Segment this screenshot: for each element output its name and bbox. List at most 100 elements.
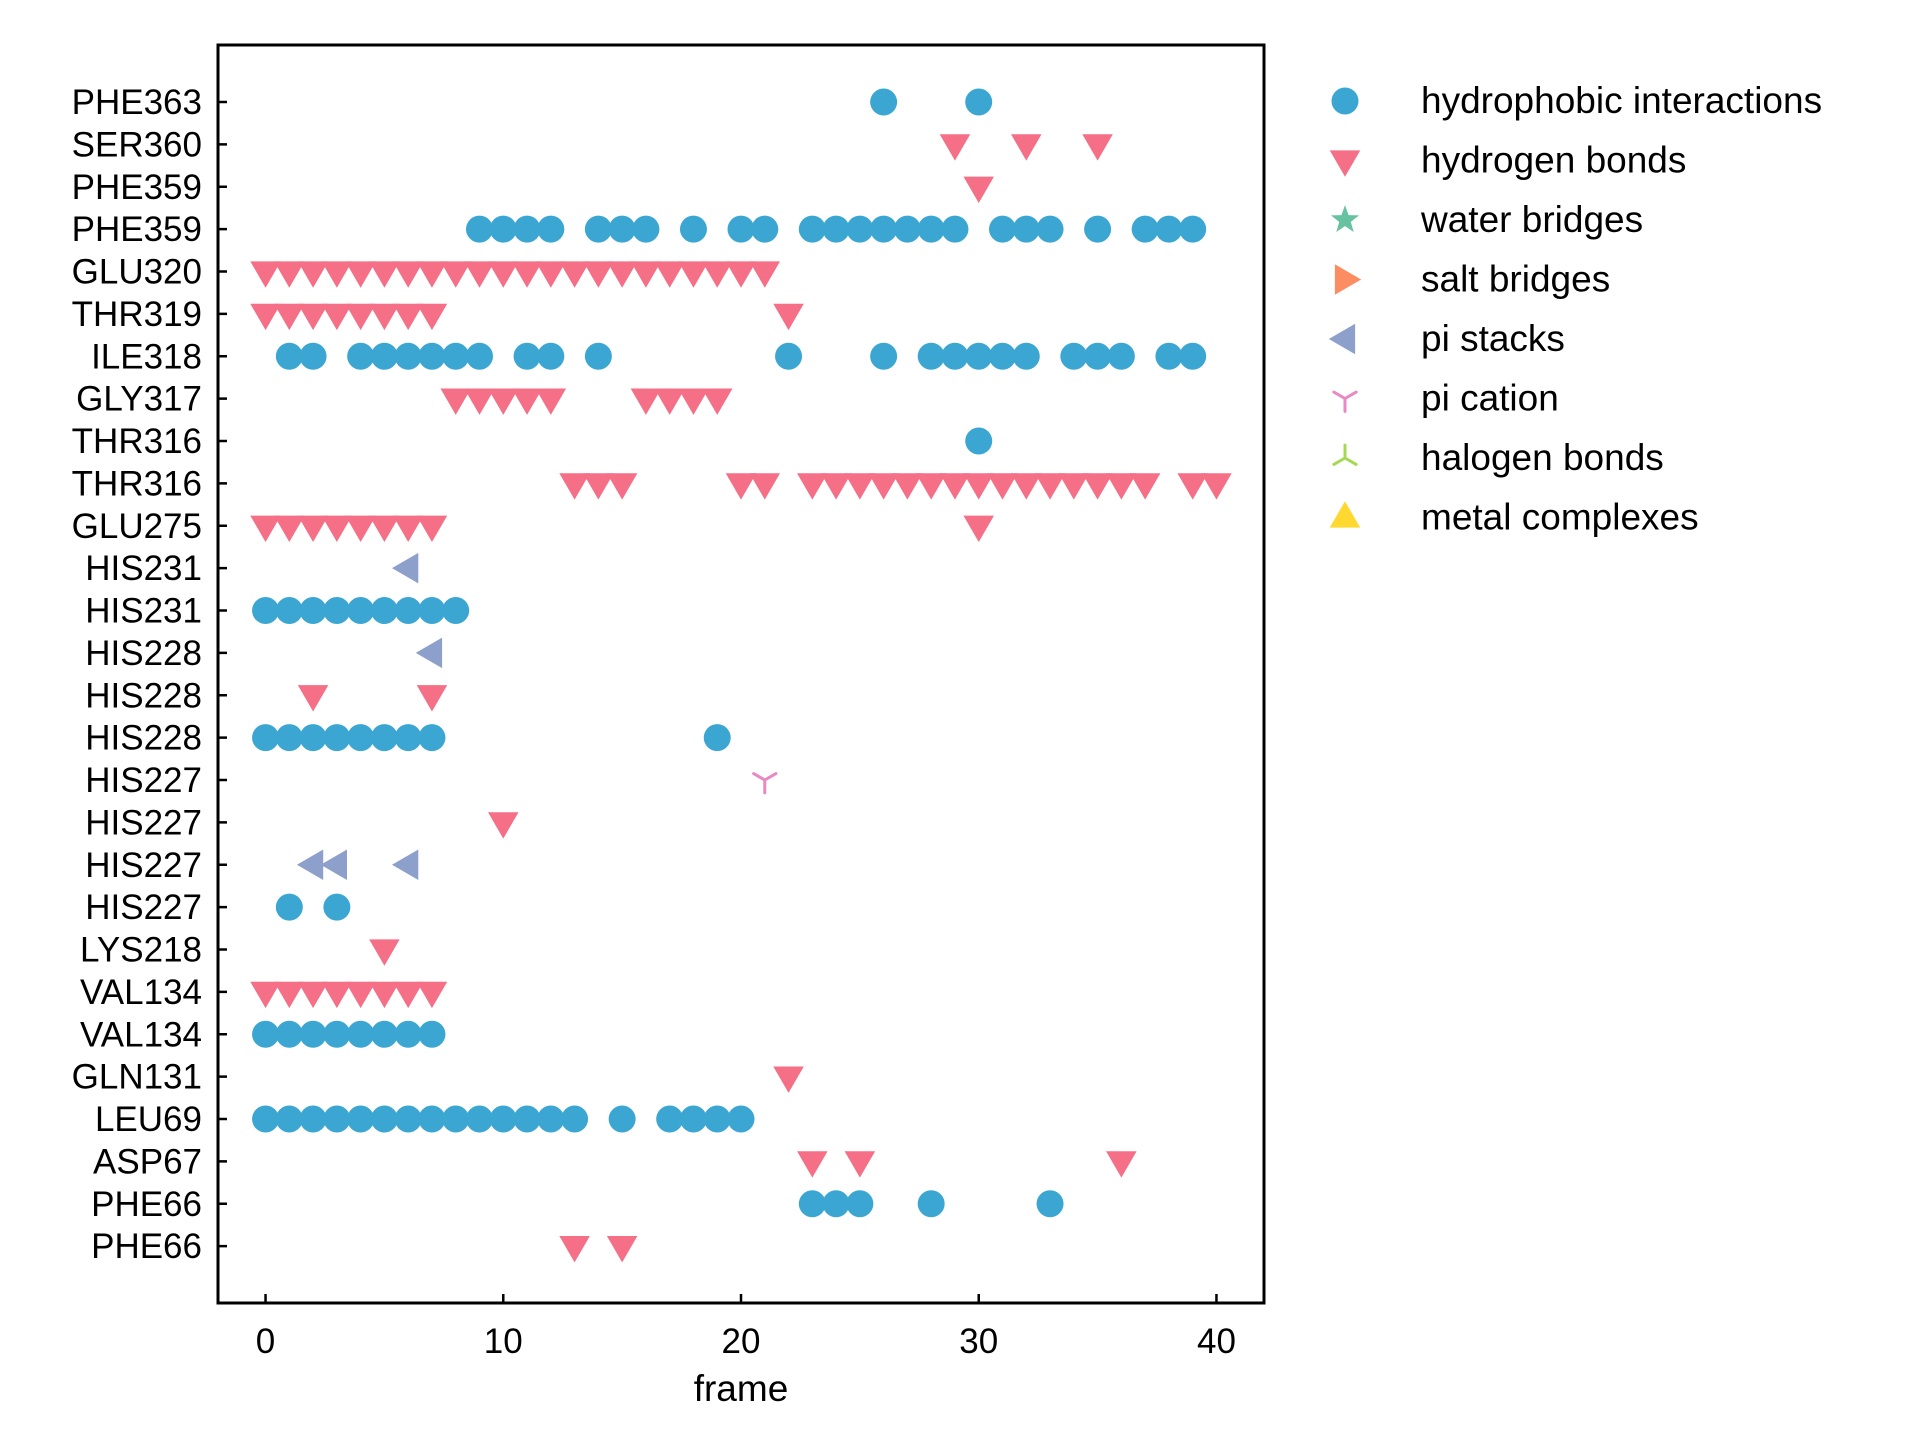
point-hydrophobic-interactions xyxy=(703,724,731,752)
point-hydrophobic-interactions xyxy=(584,215,612,243)
y-tick-label: LYS218 xyxy=(80,931,202,970)
point-hydrophobic-interactions xyxy=(917,1190,945,1218)
point-hydrogen-bonds xyxy=(1011,473,1042,500)
point-hydrogen-bonds xyxy=(701,261,733,288)
legend-marker-water-bridges xyxy=(1330,205,1360,233)
point-hydrophobic-interactions xyxy=(275,724,303,752)
point-hydrogen-bonds xyxy=(654,388,685,415)
point-hydrogen-bonds xyxy=(297,515,329,542)
point-hydrophobic-interactions xyxy=(370,724,398,752)
point-hydrophobic-interactions xyxy=(989,215,1016,243)
y-tick-label: HIS227 xyxy=(85,888,202,927)
point-hydrophobic-interactions xyxy=(893,215,921,243)
x-tick-label: 10 xyxy=(484,1322,523,1361)
point-hydrophobic-interactions xyxy=(442,1105,470,1133)
legend-marker-pi-stacks xyxy=(1328,323,1356,355)
point-hydrogen-bonds xyxy=(963,515,994,542)
point-hydrogen-bonds xyxy=(844,1151,876,1178)
point-hydrophobic-interactions xyxy=(489,1105,517,1133)
x-tick-label: 40 xyxy=(1197,1322,1236,1361)
point-hydrogen-bonds xyxy=(749,261,781,288)
point-hydrogen-bonds xyxy=(416,303,448,331)
y-tick-label: GLN131 xyxy=(72,1058,202,1097)
point-hydrogen-bonds xyxy=(464,261,495,288)
point-hydrogen-bonds xyxy=(416,515,448,542)
point-hydrogen-bonds xyxy=(630,261,662,288)
plot-frame xyxy=(216,43,1266,1305)
point-pi-stacks xyxy=(391,849,419,881)
point-hydrophobic-interactions xyxy=(513,342,541,370)
point-hydrophobic-interactions xyxy=(418,724,446,752)
x-tick-label: 30 xyxy=(959,1322,998,1361)
point-hydrogen-bonds xyxy=(987,473,1018,500)
point-hydrogen-bonds xyxy=(274,303,305,331)
y-tick-label: HIS228 xyxy=(85,634,202,673)
point-hydrogen-bonds xyxy=(250,515,281,542)
y-tick-label: LEU69 xyxy=(95,1100,202,1139)
point-hydrophobic-interactions xyxy=(466,215,493,243)
y-tick-label: HIS231 xyxy=(85,592,202,631)
point-hydrophobic-interactions xyxy=(275,893,303,921)
point-hydrogen-bonds xyxy=(773,1066,804,1093)
point-hydrogen-bonds xyxy=(963,473,994,500)
data-marks xyxy=(250,88,1232,1263)
point-hydrophobic-interactions xyxy=(323,1020,351,1048)
point-hydrogen-bonds xyxy=(868,473,899,500)
point-hydrophobic-interactions xyxy=(941,215,969,243)
point-hydrogen-bonds xyxy=(1034,473,1066,500)
point-hydrogen-bonds xyxy=(1106,1151,1137,1178)
point-hydrogen-bonds xyxy=(321,981,353,1009)
point-hydrogen-bonds xyxy=(369,261,400,288)
point-hydrophobic-interactions xyxy=(679,215,707,243)
point-pi-stacks xyxy=(320,849,347,881)
point-hydrophobic-interactions xyxy=(537,215,565,243)
point-hydrophobic-interactions xyxy=(1179,342,1207,370)
point-hydrogen-bonds xyxy=(345,303,376,331)
point-hydrogen-bonds xyxy=(392,303,424,331)
point-hydrogen-bonds xyxy=(250,303,281,331)
legend-marker-hydrophobic-interactions xyxy=(1331,87,1359,115)
point-hydrophobic-interactions xyxy=(917,342,945,370)
point-hydrophobic-interactions xyxy=(1084,342,1112,370)
y-tick-label: HIS231 xyxy=(85,549,202,588)
point-hydrogen-bonds xyxy=(606,473,638,500)
point-hydrophobic-interactions xyxy=(941,342,969,370)
point-hydrogen-bonds xyxy=(915,473,947,500)
point-hydrophobic-interactions xyxy=(347,724,375,752)
point-hydrophobic-interactions xyxy=(370,1020,398,1048)
point-pi-stacks xyxy=(415,637,443,669)
point-hydrophobic-interactions xyxy=(1107,342,1135,370)
point-hydrogen-bonds xyxy=(820,473,852,500)
point-hydrogen-bonds xyxy=(297,261,329,288)
point-hydrophobic-interactions xyxy=(252,597,280,624)
point-hydrogen-bonds xyxy=(654,261,685,288)
point-hydrophobic-interactions xyxy=(394,342,422,370)
point-hydrophobic-interactions xyxy=(323,893,351,921)
x-axis-label: frame xyxy=(694,1368,789,1409)
point-hydrogen-bonds xyxy=(297,303,329,331)
point-hydrogen-bonds xyxy=(345,981,376,1009)
y-tick-label: GLU320 xyxy=(72,253,202,292)
point-hydrophobic-interactions xyxy=(394,597,422,624)
point-hydrophobic-interactions xyxy=(489,215,517,243)
point-hydrophobic-interactions xyxy=(798,1190,826,1218)
point-hydrogen-bonds xyxy=(416,261,448,288)
point-hydrophobic-interactions xyxy=(323,1105,351,1133)
point-hydrophobic-interactions xyxy=(347,1105,375,1133)
point-hydrogen-bonds xyxy=(321,515,353,542)
point-hydrophobic-interactions xyxy=(513,215,541,243)
point-hydrogen-bonds xyxy=(559,1236,590,1263)
point-hydrophobic-interactions xyxy=(917,215,945,243)
legend-label-water-bridges: water bridges xyxy=(1420,199,1643,240)
y-tick-label: PHE359 xyxy=(72,168,202,207)
point-hydrogen-bonds xyxy=(488,261,519,288)
y-tick-label: VAL134 xyxy=(80,1015,202,1054)
point-hydrophobic-interactions xyxy=(1131,215,1159,243)
y-tick-label: PHE66 xyxy=(91,1185,202,1224)
point-hydrophobic-interactions xyxy=(703,1105,731,1133)
point-hydrophobic-interactions xyxy=(656,1105,684,1133)
point-hydrogen-bonds xyxy=(559,261,590,288)
point-hydrogen-bonds xyxy=(274,261,305,288)
legend-label-hydrogen-bonds: hydrogen bonds xyxy=(1421,140,1686,181)
